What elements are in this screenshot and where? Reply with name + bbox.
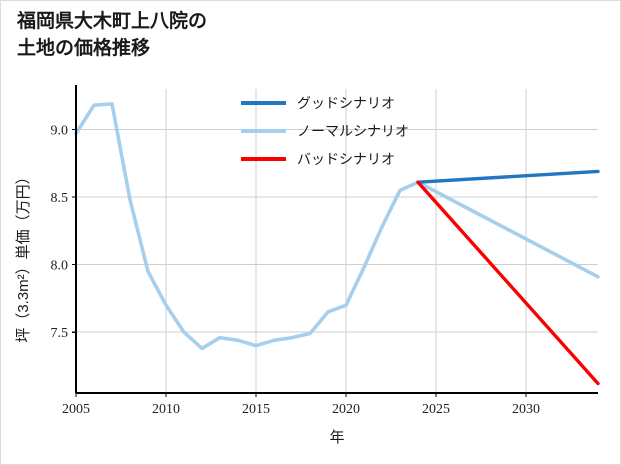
series-line — [416, 169, 600, 184]
legend-label: グッドシナリオ — [297, 95, 395, 111]
x-tick-label: 2020 — [332, 402, 360, 417]
legend-label: バッドシナリオ — [297, 151, 395, 167]
y-tick-label: 9.0 — [51, 124, 69, 139]
y-axis-title: 坪（3.3m²）単価（万円） — [15, 169, 32, 342]
series-line — [416, 180, 600, 386]
series-line — [74, 102, 600, 351]
x-tick-label: 2030 — [512, 402, 540, 417]
y-axis-ticks: 7.5 8.0 8.5 9.0 — [51, 124, 76, 341]
x-axis-title: 年 — [329, 429, 344, 446]
x-axis-ticks: 2005 2010 2015 2020 2025 2030 — [62, 393, 540, 417]
y-tick-label: 8.5 — [51, 191, 69, 206]
axes — [75, 85, 598, 394]
series-lines — [74, 102, 600, 386]
x-tick-label: 2005 — [62, 402, 90, 417]
x-tick-label: 2010 — [152, 402, 180, 417]
y-tick-label: 8.0 — [51, 259, 69, 274]
x-tick-label: 2015 — [242, 402, 270, 417]
y-tick-label: 7.5 — [51, 326, 69, 341]
legend-label: ノーマルシナリオ — [297, 123, 409, 139]
page-title: 福岡県大木町上八院の 土地の価格推移 — [17, 11, 208, 59]
gridlines — [76, 89, 598, 393]
x-tick-label: 2025 — [422, 402, 450, 417]
